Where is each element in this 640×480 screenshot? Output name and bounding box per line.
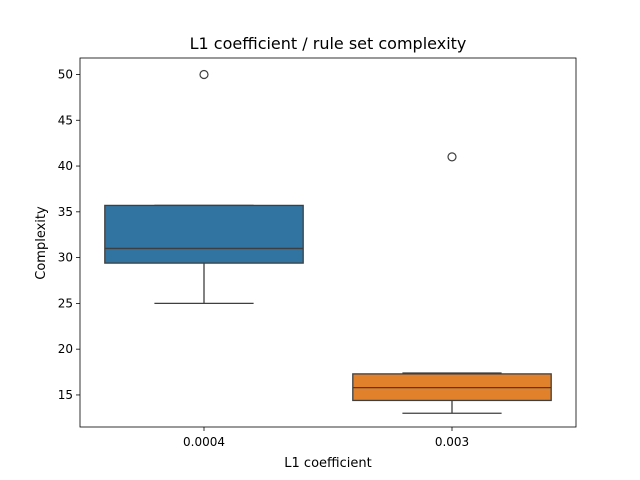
y-axis-label: Complexity (34, 206, 49, 280)
chart-title: L1 coefficient / rule set complexity (190, 34, 467, 53)
plot-frame (79, 57, 577, 428)
outlier-point-0-0 (199, 69, 209, 80)
outlier-point-1-0 (447, 152, 457, 162)
x-tick-label-0: 0.0004 (183, 435, 225, 449)
plot-area (104, 69, 552, 414)
x-axis: 0.0004 0.003 (183, 427, 469, 449)
y-axis: 15 20 25 30 35 40 45 50 (58, 67, 80, 402)
y-tick-label-20: 20 (58, 342, 73, 356)
y-tick-label-50: 50 (58, 67, 73, 81)
y-tick-label-25: 25 (58, 296, 73, 310)
box-group-1 (352, 152, 552, 414)
y-tick-label-40: 40 (58, 159, 73, 173)
y-tick-label-45: 45 (58, 113, 73, 127)
y-tick-label-35: 35 (58, 205, 73, 219)
y-tick-label-30: 30 (58, 251, 73, 265)
y-tick-label-15: 15 (58, 388, 73, 402)
x-tick-label-1: 0.003 (435, 435, 469, 449)
box-0 (104, 204, 304, 264)
x-axis-label: L1 coefficient (284, 456, 371, 471)
box-group-0 (104, 69, 304, 305)
